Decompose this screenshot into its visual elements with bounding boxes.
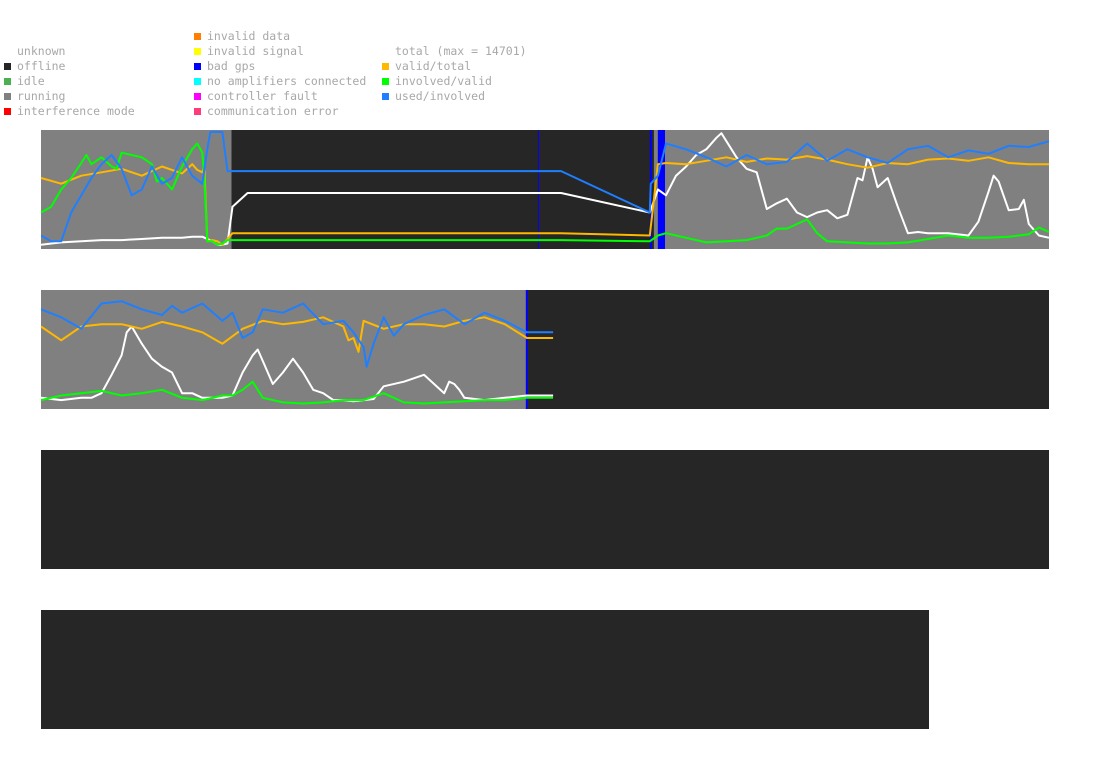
legend-offline: offline	[4, 59, 65, 74]
series-line-involved-valid	[41, 380, 554, 405]
status-segment-running	[41, 130, 232, 249]
legend-valid-total: valid/total	[382, 59, 471, 74]
invalid-data-swatch	[194, 33, 201, 40]
communication-error-swatch	[194, 108, 201, 115]
bad-gps-swatch	[194, 63, 201, 70]
legend-bad-gps: bad gps	[194, 59, 255, 74]
legend-invalid-signal: invalid signal	[194, 44, 304, 59]
series-line-used-involved	[41, 300, 554, 368]
status-segment-offline	[41, 450, 1049, 569]
series-line-total	[41, 325, 554, 403]
legend-communication-error: communication error	[194, 104, 339, 119]
series-line-involved-valid	[41, 142, 1049, 246]
chart-3-svg	[41, 450, 1049, 569]
no-amplifiers-swatch	[194, 78, 201, 85]
legend-invalid-data: invalid data	[194, 29, 290, 44]
chart-1-svg	[41, 130, 1049, 249]
invalid-signal-swatch	[194, 48, 201, 55]
status-segment-bad-gps	[525, 290, 528, 409]
chart-4-svg	[41, 610, 929, 729]
legend-involved-valid: involved/valid	[382, 74, 492, 89]
chart-panel-2	[41, 290, 1049, 409]
legend-interference-mode: interference mode	[4, 104, 135, 119]
status-segment-bad-gps	[657, 130, 665, 249]
status-segment-running	[41, 290, 527, 409]
status-segment-running	[665, 130, 1049, 249]
series-line-used-involved	[41, 131, 1049, 243]
chart-panel-1	[41, 130, 1049, 249]
legend-running: running	[4, 89, 65, 104]
idle-swatch	[4, 78, 11, 85]
valid-total-swatch	[382, 63, 389, 70]
legend-no-amplifiers: no amplifiers connected	[194, 74, 366, 89]
legend-unknown: unknown	[4, 44, 65, 59]
status-segment-bad-gps	[537, 130, 539, 249]
legend-controller-fault: controller fault	[194, 89, 318, 104]
unknown-swatch	[4, 48, 11, 55]
total-swatch	[382, 48, 389, 55]
controller-fault-swatch	[194, 93, 201, 100]
status-segment-offline	[41, 610, 929, 729]
chart-panel-4	[41, 610, 929, 729]
interference-swatch	[4, 108, 11, 115]
running-swatch	[4, 93, 11, 100]
chart-2-svg	[41, 290, 1049, 409]
legend-used-involved: used/involved	[382, 89, 485, 104]
series-line-valid-total	[41, 316, 554, 353]
legend-total: total (max = 14701)	[382, 44, 527, 59]
used-involved-swatch	[382, 93, 389, 100]
chart-panel-3	[41, 450, 1049, 569]
legend-idle: idle	[4, 74, 45, 89]
legend: unknown offline idle running interferenc…	[0, 0, 1095, 125]
offline-swatch	[4, 63, 11, 70]
involved-valid-swatch	[382, 78, 389, 85]
series-line-valid-total	[41, 155, 1049, 246]
